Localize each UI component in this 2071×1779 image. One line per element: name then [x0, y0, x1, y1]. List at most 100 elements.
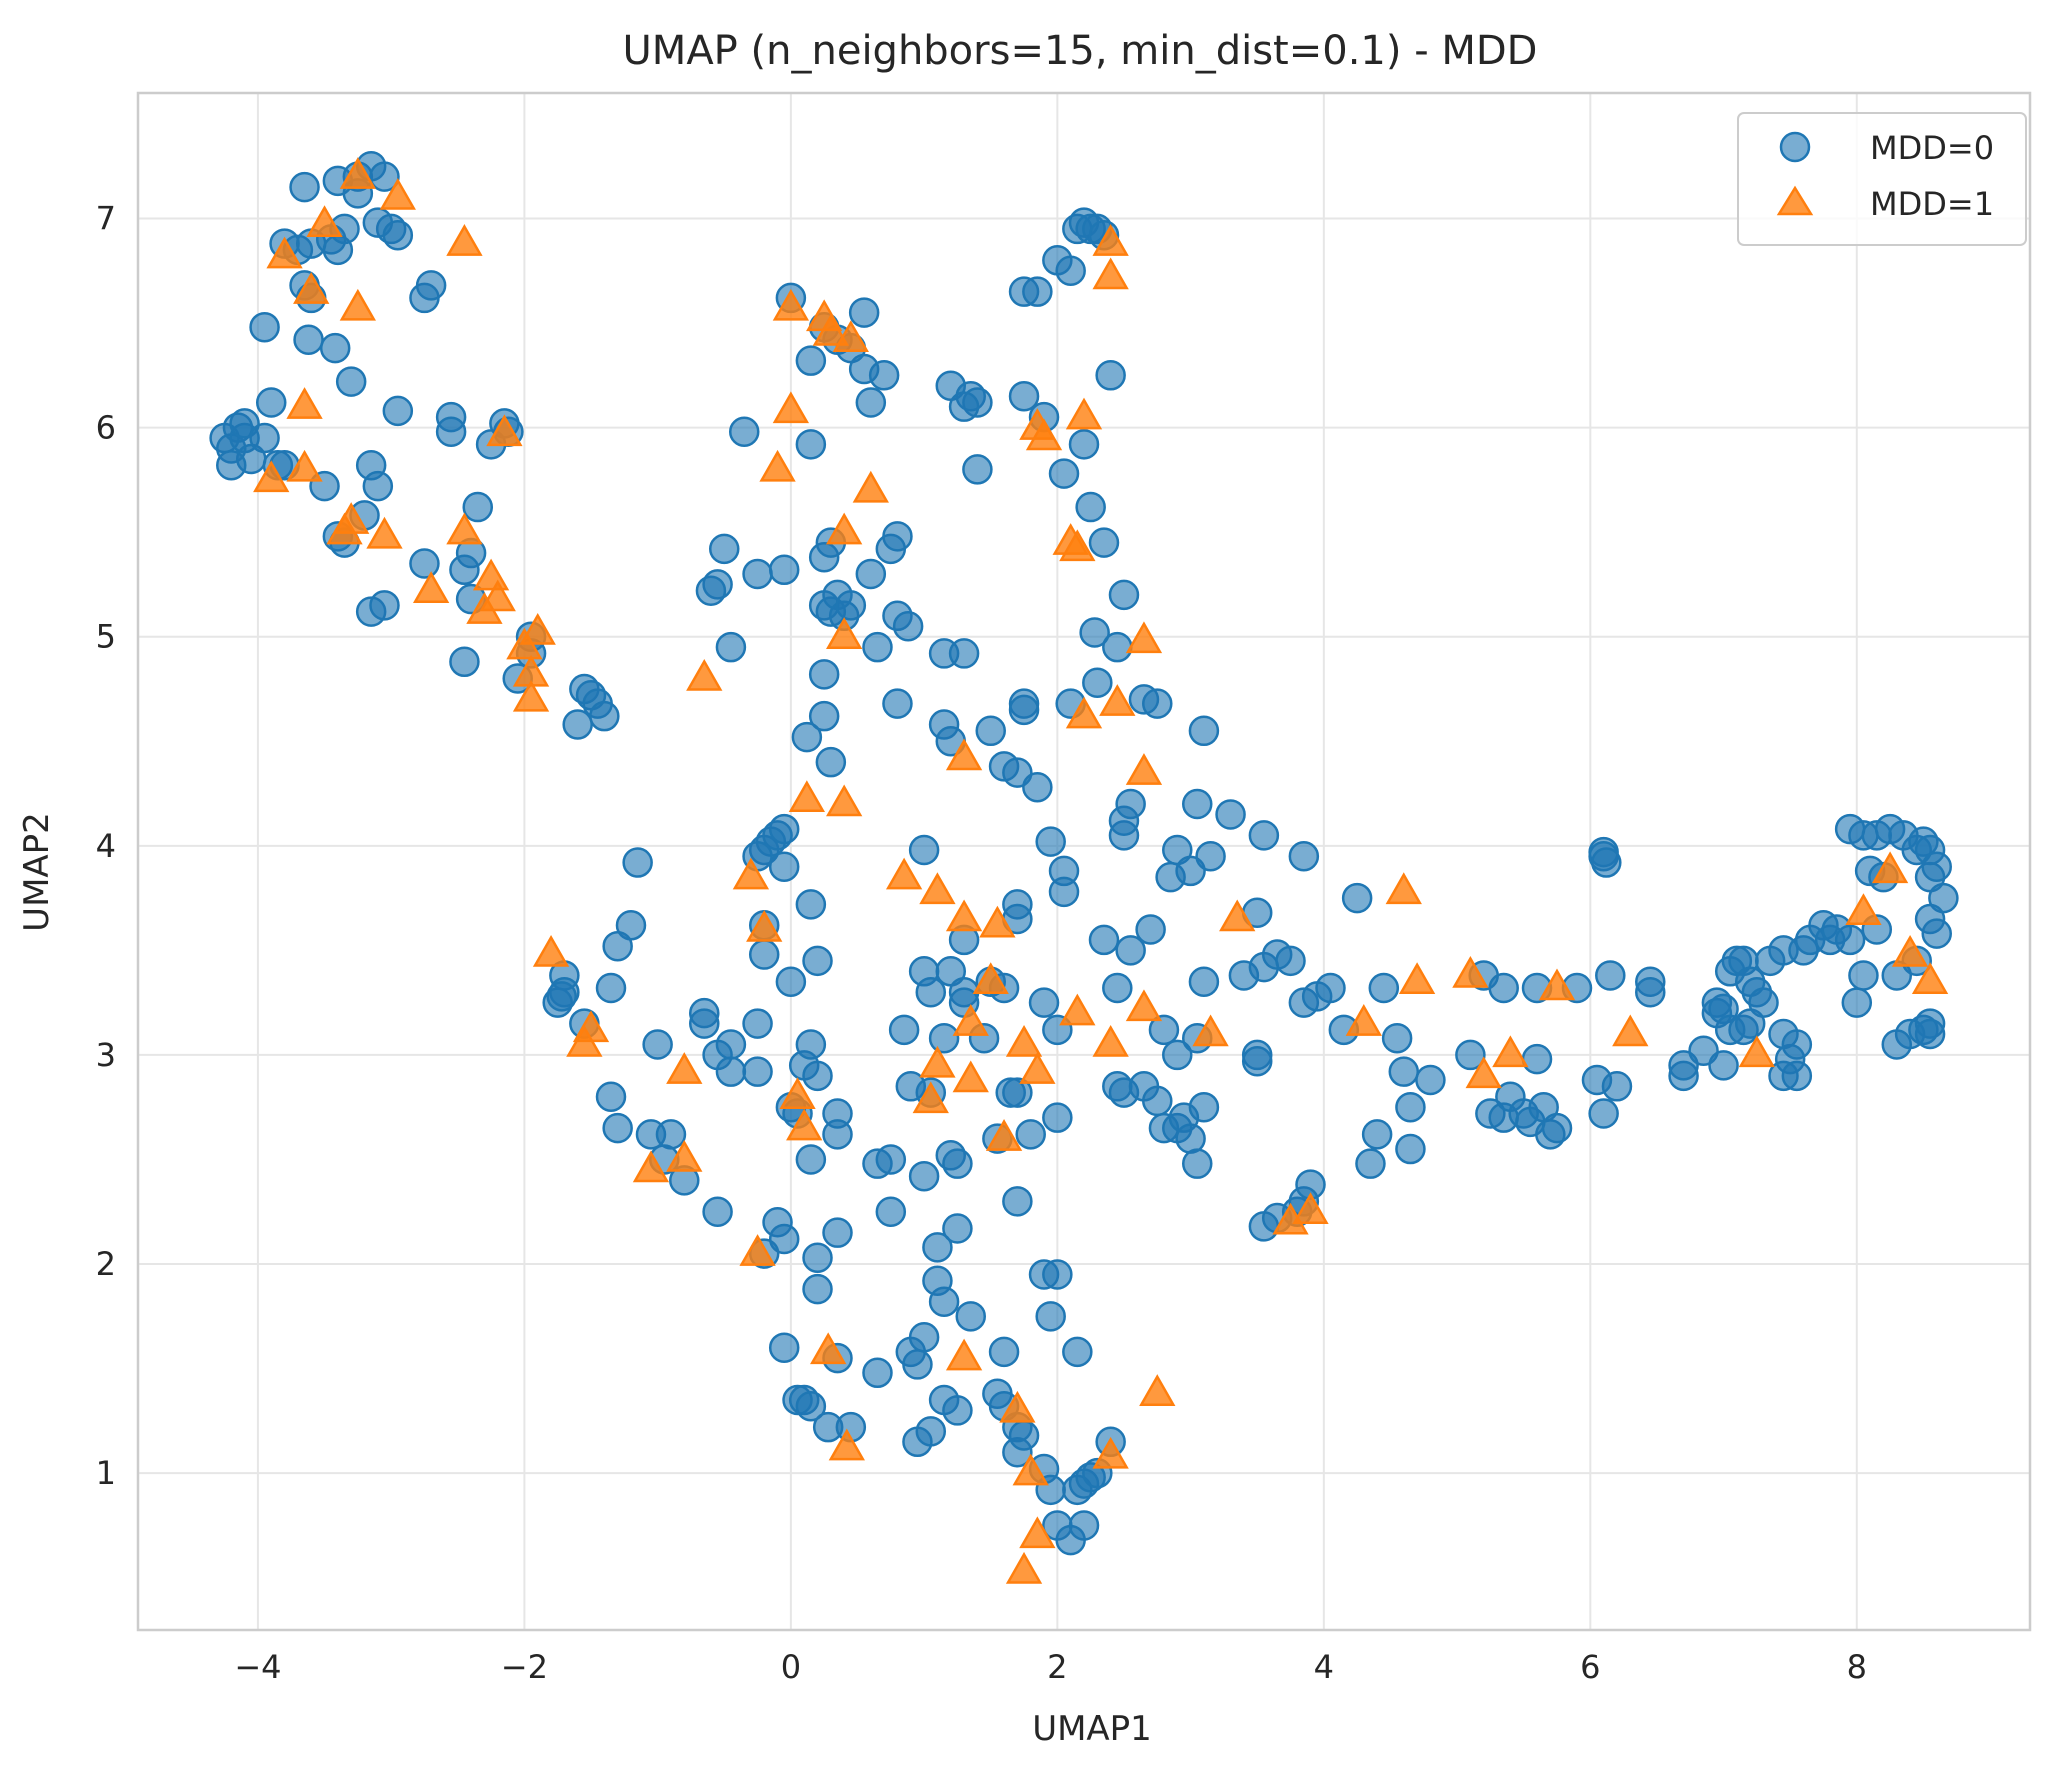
- mdd1-point: [632, 1150, 670, 1183]
- chart-title: UMAP (n_neighbors=15, min_dist=0.1) - MD…: [623, 28, 1538, 74]
- mdd1-point: [293, 272, 330, 304]
- mdd1-point: [1292, 1192, 1329, 1225]
- mdd0-point: [1142, 688, 1173, 719]
- mdd1-point: [828, 1428, 865, 1461]
- mdd1-point: [1005, 1551, 1043, 1584]
- mdd0-point: [709, 533, 740, 565]
- mdd1-point: [1092, 224, 1129, 256]
- mdd0-point: [449, 646, 480, 678]
- mdd0-point: [1341, 882, 1373, 914]
- mdd0-point: [1781, 1060, 1813, 1092]
- mdd0-point: [1914, 1018, 1946, 1050]
- mdd0-point: [435, 416, 467, 448]
- mdd0-point: [362, 470, 394, 502]
- mdd1-point: [1019, 1052, 1056, 1084]
- mdd1-point: [1911, 962, 1949, 994]
- mdd0-point: [855, 558, 887, 590]
- mdd1-point: [446, 224, 483, 256]
- mdd1-point: [686, 659, 723, 691]
- mdd1-point: [810, 1332, 847, 1365]
- mdd0-point: [1075, 491, 1106, 523]
- mdd0-point: [216, 449, 247, 481]
- mdd0-point: [822, 1217, 853, 1248]
- mdd1-point: [286, 449, 323, 482]
- mdd0-point: [1115, 788, 1146, 820]
- mdd0-point: [382, 395, 414, 427]
- mdd1-point: [739, 1234, 776, 1266]
- mdd0-point: [1361, 1119, 1393, 1150]
- x-tick-label: 0: [781, 1648, 801, 1686]
- mdd1-point: [999, 1390, 1036, 1423]
- mdd0-point: [335, 366, 367, 397]
- mdd1-point: [912, 1081, 949, 1114]
- x-tick-label: 8: [1847, 1648, 1867, 1686]
- mdd0-point: [1022, 276, 1053, 307]
- mdd0-point: [1215, 799, 1246, 830]
- data-points: [209, 150, 1959, 1584]
- mdd0-point: [655, 1119, 687, 1150]
- legend: MDD=0 MDD=1: [1737, 112, 2027, 246]
- mdd0-point: [1841, 987, 1873, 1018]
- x-axis-ticks: −4 −2 0 2 4 6 8: [234, 1648, 1867, 1686]
- mdd0-point: [1188, 1091, 1220, 1123]
- mdd1-point: [326, 512, 363, 545]
- mdd1-point: [1065, 696, 1103, 729]
- mdd0-point: [928, 1286, 960, 1317]
- mdd0-point: [1008, 1420, 1040, 1451]
- mdd1-point: [1092, 1436, 1129, 1469]
- mdd1-point: [1125, 621, 1163, 654]
- mdd1-point: [566, 1024, 603, 1057]
- mdd0-point: [546, 981, 577, 1012]
- mdd1-point: [379, 178, 416, 210]
- mdd0-point: [1355, 1148, 1386, 1179]
- mdd0-point: [822, 1119, 853, 1150]
- mdd0-point: [1082, 667, 1113, 698]
- mdd0-point: [862, 631, 893, 663]
- y-tick-label: 3: [96, 1036, 116, 1074]
- mdd0-point: [1395, 1091, 1426, 1123]
- mdd0-point: [462, 491, 494, 523]
- mdd0-point: [1848, 960, 1879, 991]
- mdd1-point: [812, 313, 849, 346]
- mdd1-point: [266, 236, 303, 269]
- mdd1-point: [1005, 1024, 1043, 1057]
- mdd1-point: [732, 857, 770, 890]
- mdd0-point: [892, 610, 924, 642]
- mdd1-point: [945, 1338, 983, 1371]
- mdd0-point: [902, 1349, 933, 1380]
- mdd0-point: [1591, 847, 1622, 878]
- mdd0-point: [1275, 945, 1306, 977]
- mdd0-point: [1182, 1148, 1213, 1179]
- mdd0-point: [1182, 788, 1213, 820]
- mdd0-point: [1455, 1039, 1486, 1071]
- mdd1-point: [772, 288, 810, 321]
- mdd1-point: [1219, 899, 1256, 932]
- mdd0-point: [1748, 987, 1779, 1018]
- mdd0-point: [742, 1008, 773, 1039]
- mdd0-point: [808, 659, 840, 690]
- mdd0-point: [1028, 987, 1060, 1018]
- mdd1-point: [979, 905, 1016, 938]
- mdd0-point: [728, 416, 760, 448]
- mdd1-point: [1845, 893, 1882, 925]
- mdd0-point: [1288, 841, 1320, 872]
- y-tick-label: 6: [96, 409, 116, 447]
- mdd0-point: [1042, 1102, 1073, 1133]
- mdd1-point: [885, 857, 923, 890]
- x-axis-label: UMAP1: [1032, 1709, 1152, 1749]
- mdd1-point: [486, 414, 523, 447]
- mdd0-point: [589, 700, 620, 732]
- mdd1-point: [779, 1077, 816, 1110]
- y-axis-label: UMAP2: [17, 812, 57, 932]
- mdd0-point: [1015, 1119, 1046, 1150]
- mdd0-point: [1079, 617, 1110, 648]
- mdd0-point: [948, 391, 980, 422]
- mdd0-point: [791, 721, 823, 753]
- mdd1-point: [1125, 753, 1163, 785]
- mdd1-point: [985, 1119, 1023, 1151]
- mdd0-point: [369, 161, 400, 192]
- mdd1-point: [1465, 1056, 1502, 1089]
- mdd1-point: [786, 1108, 823, 1141]
- mdd0-point: [1142, 1085, 1173, 1117]
